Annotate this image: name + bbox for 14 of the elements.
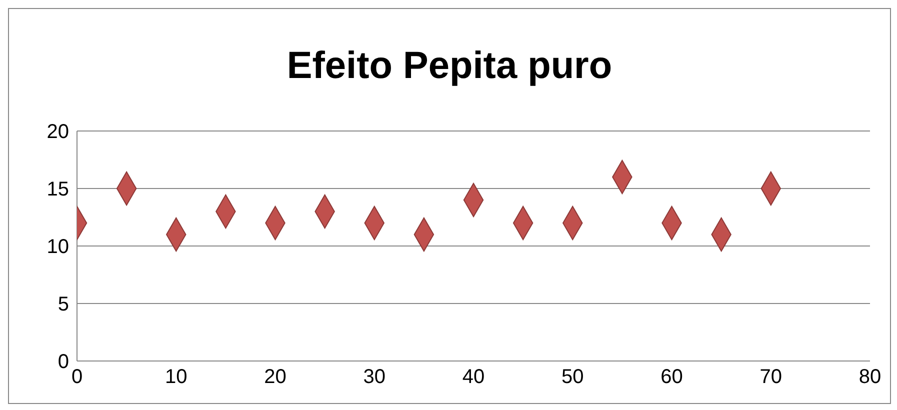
y-tick-label: 20: [46, 121, 69, 144]
x-tick-label: 70: [760, 366, 782, 388]
y-tick-label: 0: [58, 351, 69, 374]
x-tick-label: 50: [562, 366, 584, 388]
x-tick-label: 30: [363, 366, 386, 388]
y-tick-label: 10: [46, 236, 69, 258]
x-tick-label: 80: [858, 366, 882, 388]
chart-title: Efeito Pepita puro: [286, 45, 614, 88]
y-tick-label: 5: [58, 294, 69, 316]
x-tick-label: 20: [264, 366, 286, 388]
x-tick-label: 40: [462, 366, 485, 388]
y-tick-label: 15: [46, 178, 69, 201]
x-tick-label: 10: [165, 366, 188, 388]
x-tick-label: 60: [660, 366, 683, 388]
